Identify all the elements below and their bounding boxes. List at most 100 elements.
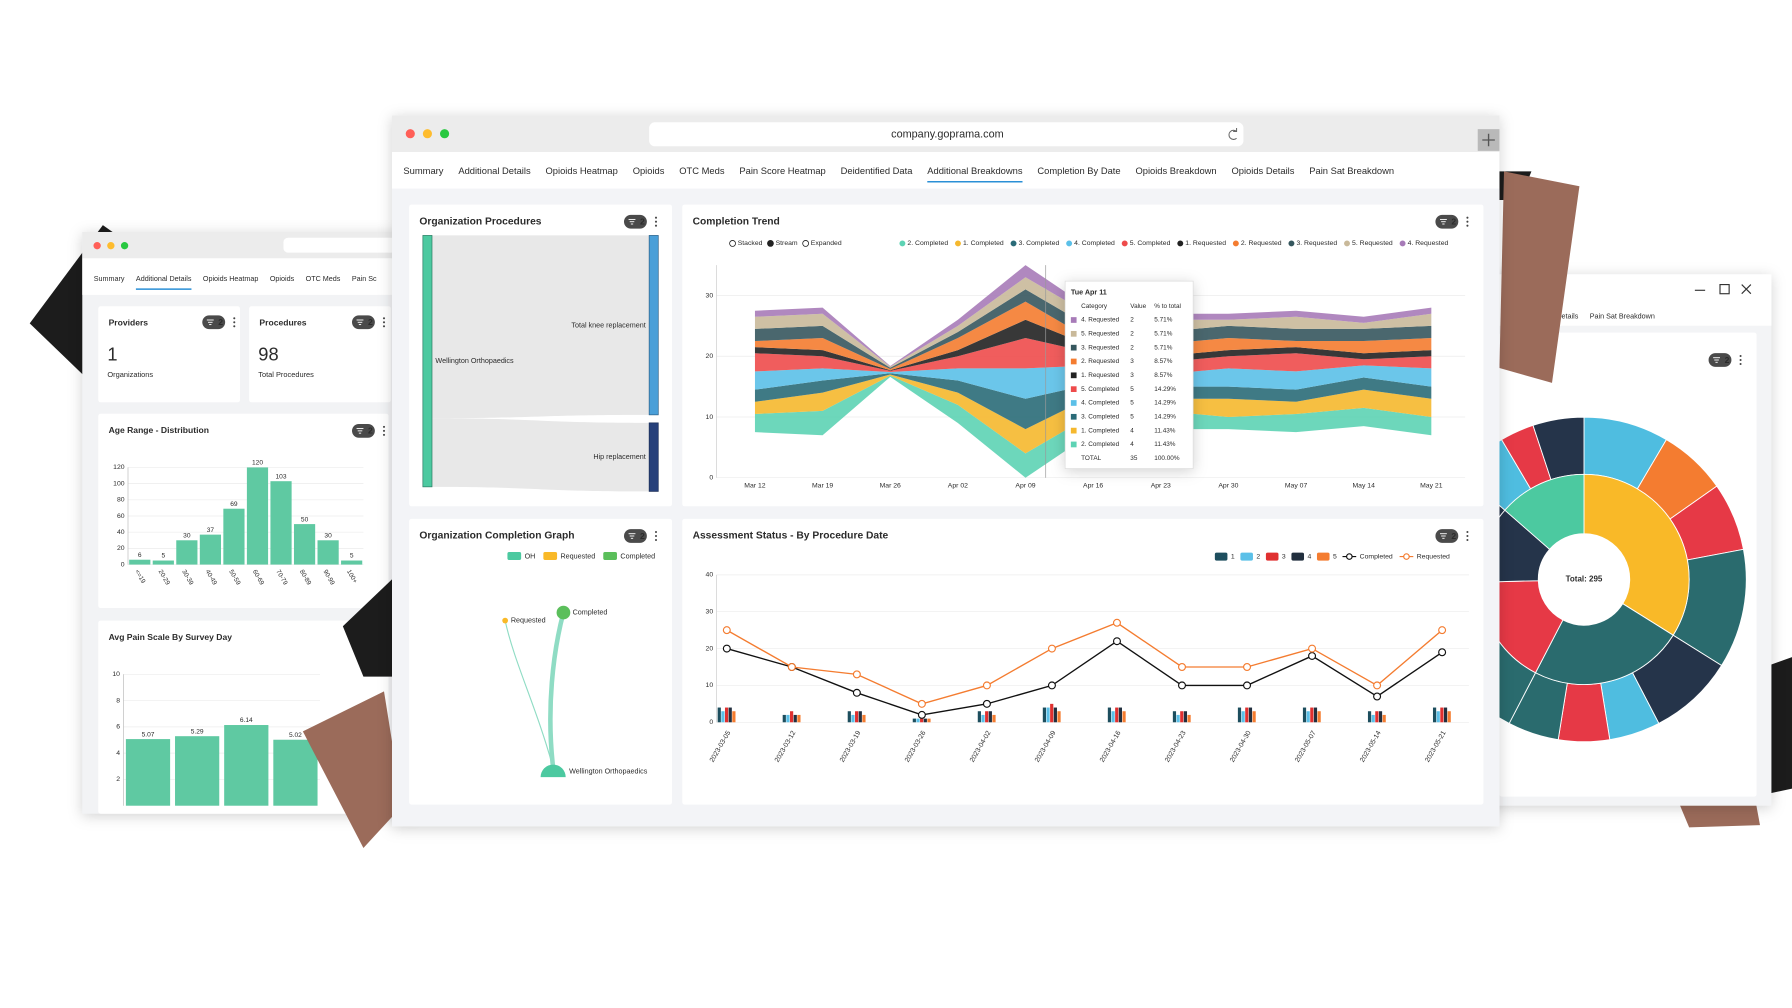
- kebab-dot[interactable]: [1466, 534, 1469, 538]
- legend-label[interactable]: 2: [1256, 553, 1260, 560]
- mode-toggle[interactable]: [767, 240, 774, 247]
- tab[interactable]: Opioids Heatmap: [203, 274, 259, 283]
- legend-label[interactable]: 5. Requested: [1352, 240, 1393, 247]
- filter-badge[interactable]: [624, 529, 647, 543]
- kebab-dot[interactable]: [1466, 530, 1469, 534]
- legend-label[interactable]: 2. Completed: [907, 240, 948, 247]
- legend-label[interactable]: 5: [1333, 553, 1337, 560]
- legend-dot[interactable]: [1066, 240, 1073, 247]
- tab[interactable]: Opioids Heatmap: [546, 166, 618, 176]
- mode-toggle[interactable]: [802, 240, 810, 247]
- kebab-dot[interactable]: [1739, 358, 1742, 362]
- legend-dot[interactable]: [1177, 240, 1184, 247]
- filter-badge[interactable]: [1435, 529, 1459, 543]
- kebab-dot[interactable]: [382, 425, 386, 428]
- kebab-dot[interactable]: [382, 325, 386, 328]
- tab[interactable]: Pain Sat Breakdown: [1309, 166, 1394, 176]
- tab[interactable]: Opioids: [270, 274, 295, 283]
- reload-button[interactable]: [1228, 128, 1238, 140]
- kebab-dot[interactable]: [654, 530, 658, 534]
- legend-swatch[interactable]: [1214, 552, 1228, 561]
- mode-toggle[interactable]: [729, 240, 736, 247]
- tab[interactable]: Additional Details: [136, 274, 192, 283]
- kebab-dot[interactable]: [233, 325, 236, 328]
- tab[interactable]: Deidentified Data: [841, 166, 914, 176]
- legend-label[interactable]: 3: [1282, 553, 1286, 560]
- legend-label[interactable]: 1. Completed: [963, 240, 1004, 247]
- filter-badge[interactable]: [202, 315, 226, 330]
- legend-label[interactable]: 3. Completed: [1019, 240, 1060, 247]
- legend-swatch[interactable]: [1265, 552, 1279, 561]
- kebab-dot[interactable]: [1466, 216, 1469, 219]
- filter-badge[interactable]: [352, 424, 375, 438]
- maximize-button[interactable]: [1719, 283, 1730, 295]
- kebab-dot[interactable]: [1466, 224, 1469, 227]
- kebab-dot[interactable]: [1739, 362, 1742, 366]
- kebab-dot[interactable]: [382, 429, 386, 432]
- legend-label[interactable]: Requested: [1417, 553, 1450, 560]
- kebab-dot[interactable]: [654, 220, 658, 223]
- window-button[interactable]: [405, 129, 415, 139]
- window-button[interactable]: [120, 242, 129, 250]
- kebab-dot[interactable]: [233, 317, 236, 320]
- legend-label[interactable]: Completed: [1360, 553, 1393, 560]
- legend-swatch[interactable]: [1316, 552, 1330, 561]
- legend-label[interactable]: 4. Completed: [1074, 240, 1115, 247]
- legend-label[interactable]: 3. Requested: [1296, 240, 1337, 247]
- filter-badge[interactable]: [352, 315, 375, 330]
- filter-badge[interactable]: [1435, 214, 1459, 229]
- legend-dot[interactable]: [899, 240, 906, 247]
- tab[interactable]: Additional Breakdowns: [927, 166, 1023, 176]
- legend-label[interactable]: 2. Requested: [1241, 240, 1282, 247]
- legend-dot[interactable]: [955, 240, 961, 247]
- tab[interactable]: Opioids Breakdown: [1135, 166, 1216, 176]
- tab[interactable]: Pain Sc: [352, 274, 377, 283]
- tab[interactable]: OTC Meds: [306, 274, 341, 283]
- legend-label[interactable]: 1: [1231, 553, 1235, 560]
- kebab-dot[interactable]: [382, 317, 386, 320]
- legend-dot[interactable]: [1121, 240, 1128, 247]
- legend-dot[interactable]: [1010, 240, 1017, 247]
- legend-swatch[interactable]: [1240, 552, 1253, 561]
- window-button[interactable]: [422, 129, 432, 139]
- tab[interactable]: Pain Score Heatmap: [739, 166, 825, 176]
- legend-point[interactable]: [1346, 553, 1353, 560]
- legend-label[interactable]: 1. Requested: [1185, 240, 1226, 247]
- tab[interactable]: OTC Meds: [679, 166, 725, 176]
- legend-dot[interactable]: [1232, 240, 1239, 247]
- legend-dot[interactable]: [1288, 240, 1295, 247]
- filter-badge[interactable]: [624, 214, 647, 229]
- kebab-dot[interactable]: [654, 216, 658, 219]
- kebab-dot[interactable]: [233, 321, 236, 324]
- tab[interactable]: Summary: [94, 274, 125, 283]
- kebab-dot[interactable]: [654, 534, 658, 538]
- kebab-dot[interactable]: [654, 224, 658, 227]
- legend-label[interactable]: 4. Requested: [1408, 240, 1449, 247]
- legend-point[interactable]: [1403, 553, 1410, 560]
- legend-swatch[interactable]: [1291, 552, 1305, 561]
- legend-label[interactable]: 5. Completed: [1130, 240, 1171, 247]
- kebab-dot[interactable]: [654, 538, 658, 542]
- kebab-dot[interactable]: [382, 321, 386, 324]
- tab[interactable]: Summary: [403, 166, 443, 176]
- kebab-dot[interactable]: [382, 433, 386, 436]
- mode-label[interactable]: Stream: [776, 240, 798, 247]
- mode-label[interactable]: Expanded: [811, 240, 842, 247]
- tab[interactable]: Opioids: [633, 166, 665, 176]
- legend-dot[interactable]: [1399, 240, 1406, 247]
- kebab-dot[interactable]: [1466, 220, 1469, 223]
- mode-label[interactable]: Stacked: [738, 240, 763, 247]
- legend-dot[interactable]: [1344, 240, 1350, 247]
- legend-label[interactable]: 4: [1307, 553, 1311, 560]
- kebab-dot[interactable]: [1739, 354, 1742, 358]
- filter-badge[interactable]: [1708, 353, 1732, 367]
- tab[interactable]: Opioids Details: [1231, 166, 1294, 176]
- window-button[interactable]: [93, 242, 101, 250]
- window-button[interactable]: [107, 242, 115, 250]
- close-button[interactable]: [1741, 284, 1752, 295]
- kebab-dot[interactable]: [1466, 538, 1469, 542]
- tab[interactable]: Pain Sat Breakdown: [1590, 311, 1655, 320]
- window-button[interactable]: [440, 129, 450, 139]
- tab[interactable]: ids Details: [1545, 311, 1579, 320]
- tab[interactable]: Completion By Date: [1037, 166, 1120, 176]
